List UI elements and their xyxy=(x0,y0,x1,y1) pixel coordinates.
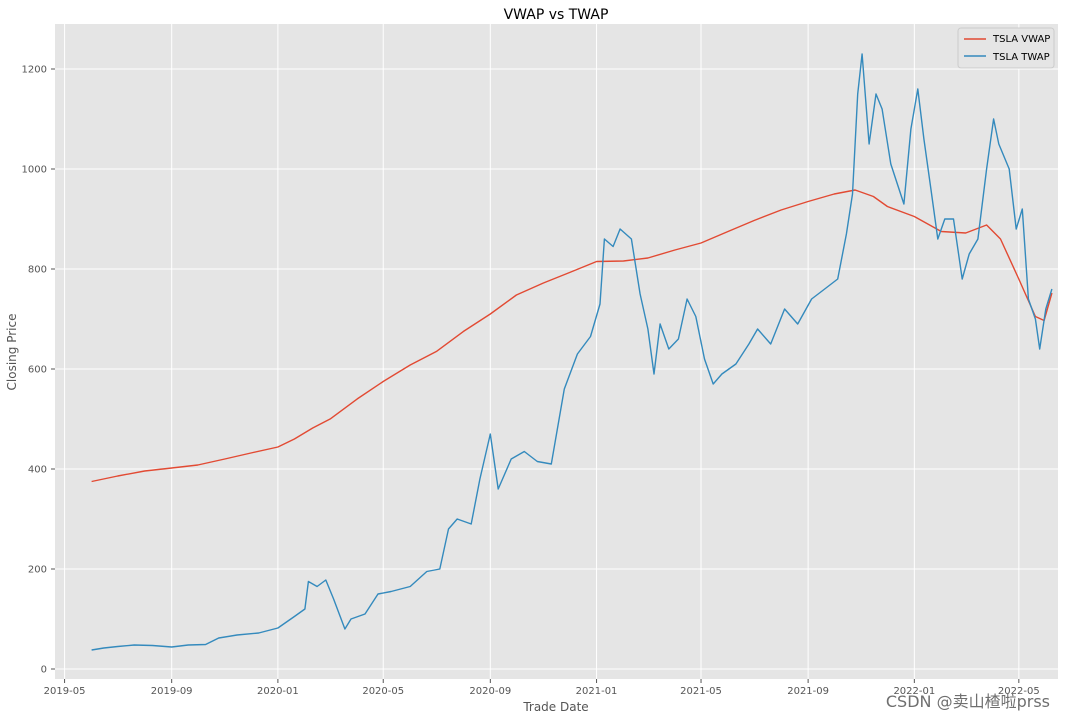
y-tick-labels: 0 200 400 600 800 1000 1200 xyxy=(22,65,55,676)
chart-title: VWAP vs TWAP xyxy=(504,7,609,23)
legend-label-twap: TSLA TWAP xyxy=(992,52,1050,63)
y-tick-label: 1000 xyxy=(22,165,47,176)
series-layer xyxy=(91,53,1053,651)
x-tick-label: 2021-05 xyxy=(680,686,722,697)
y-tick-label: 0 xyxy=(41,665,47,676)
y-tick-label: 200 xyxy=(28,565,47,576)
legend: TSLA VWAP TSLA TWAP xyxy=(957,27,1055,69)
plot-area xyxy=(55,24,1058,679)
series-line-tsla-twap xyxy=(91,53,1053,651)
y-axis-label: Closing Price xyxy=(5,314,19,391)
x-tick-label: 2019-09 xyxy=(151,686,193,697)
x-tick-label: 2020-09 xyxy=(469,686,511,697)
legend-label-vwap: TSLA VWAP xyxy=(992,34,1050,45)
legend-box xyxy=(957,27,1055,69)
x-tick-label: 2022-05 xyxy=(998,686,1040,697)
x-tick-label: 2021-09 xyxy=(787,686,829,697)
x-tick-label: 2019-05 xyxy=(44,686,86,697)
x-tick-label: 2020-01 xyxy=(257,686,299,697)
y-tick-label: 1200 xyxy=(22,65,47,76)
x-tick-label: 2021-01 xyxy=(576,686,618,697)
y-tick-label: 400 xyxy=(28,465,47,476)
x-gridlines xyxy=(64,24,1020,679)
watermark: CSDN @卖山楂啦prss xyxy=(886,692,1050,711)
x-tick-labels: 2019-05 2019-09 2020-01 2020-05 2020-09 2021-… xyxy=(44,679,1040,697)
series-line-tsla-vwap xyxy=(91,189,1053,483)
x-tick-label: 2022-01 xyxy=(893,686,935,697)
x-axis-label: Trade Date xyxy=(522,700,588,714)
y-gridlines xyxy=(55,68,1058,670)
y-tick-label: 600 xyxy=(28,365,47,376)
x-tick-label: 2020-05 xyxy=(362,686,404,697)
y-tick-label: 800 xyxy=(28,265,47,276)
